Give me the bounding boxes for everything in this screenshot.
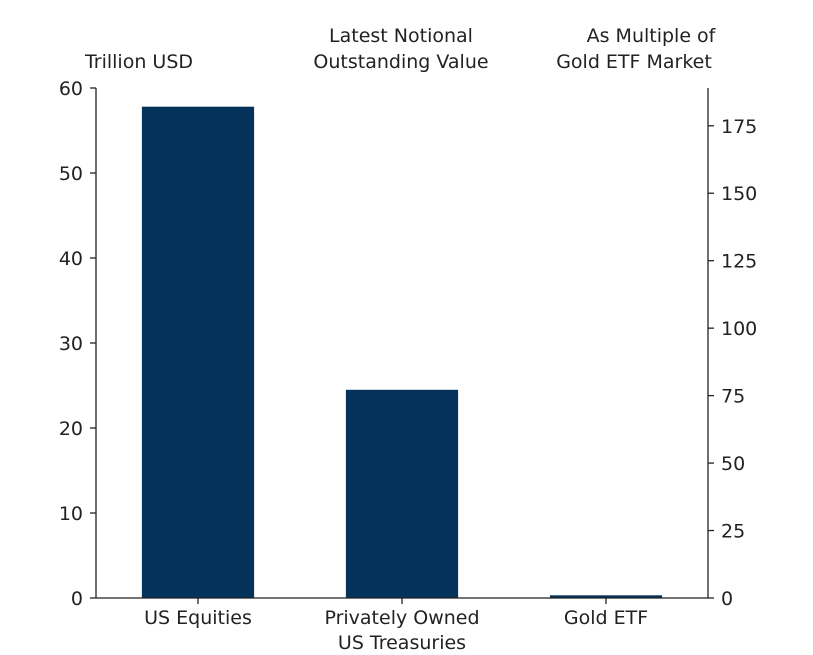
right-tick-label: 25 — [721, 521, 745, 543]
bar-0 — [141, 106, 255, 598]
x-tick-label: Gold ETF — [564, 607, 648, 629]
left-tick-label: 30 — [59, 333, 83, 355]
axes-group: 0 10 20 30 40 50 60 0 25 50 75 100 125 150 175 US Equit… — [59, 78, 757, 654]
right-tick-label: 75 — [721, 386, 745, 408]
right-tick-label: 50 — [721, 453, 745, 475]
left-tick-label: 0 — [71, 588, 83, 610]
right-tick-label: 100 — [721, 318, 757, 340]
right-axis-label-line-1: As Multiple of — [587, 25, 717, 47]
right-tick-label: 175 — [721, 116, 757, 138]
chart-title-line-2: Outstanding Value — [313, 51, 488, 73]
bar-2 — [549, 595, 663, 598]
left-tick-label: 40 — [59, 248, 83, 270]
bar-1 — [345, 389, 459, 599]
x-tick-label: Privately Owned US Treasuries — [324, 607, 479, 654]
left-tick-label: 50 — [59, 163, 83, 185]
left-tick-label: 20 — [59, 418, 83, 440]
right-tick-label: 150 — [721, 183, 757, 205]
chart-title-line-1: Latest Notional — [329, 25, 473, 47]
bars-group — [141, 106, 663, 599]
right-tick-label: 0 — [721, 588, 733, 610]
left-tick-label: 60 — [59, 78, 83, 100]
right-axis-label-line-2: Gold ETF Market — [556, 51, 712, 73]
right-tick-label: 125 — [721, 251, 757, 273]
x-tick-label: US Equities — [144, 607, 252, 629]
left-tick-label: 10 — [59, 503, 83, 525]
left-axis-label: Trillion USD — [84, 51, 193, 73]
